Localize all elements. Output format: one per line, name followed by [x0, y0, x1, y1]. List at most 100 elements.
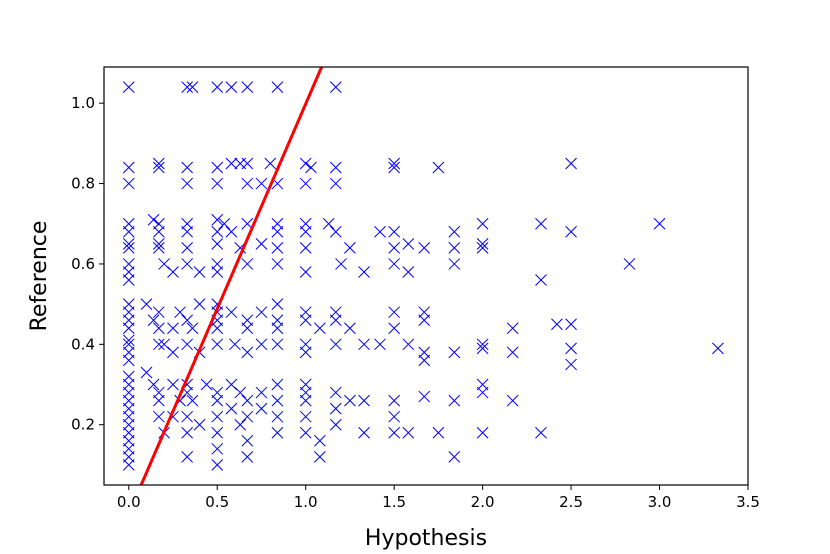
- data-point-marker: [255, 306, 268, 319]
- data-point-marker: [152, 338, 165, 351]
- data-point-marker: [476, 426, 489, 439]
- data-point-marker: [335, 258, 347, 270]
- data-point-marker: [211, 266, 224, 278]
- data-point-marker: [152, 410, 165, 423]
- data-point-marker: [225, 306, 238, 319]
- data-point-marker: [186, 322, 199, 335]
- data-point-marker: [313, 434, 326, 447]
- data-point-marker: [234, 386, 247, 399]
- data-point-marker: [218, 217, 231, 230]
- data-point-marker: [329, 177, 342, 190]
- x-tick-label: 0.5: [205, 493, 229, 511]
- data-point-marker: [388, 410, 401, 423]
- data-point-marker: [358, 426, 370, 439]
- data-point-marker: [388, 225, 401, 238]
- data-point-marker: [211, 81, 224, 93]
- data-point-marker: [329, 314, 342, 327]
- data-point-marker: [653, 217, 666, 230]
- data-point-marker: [122, 161, 135, 174]
- data-point-marker: [299, 157, 312, 170]
- data-point-marker: [122, 334, 135, 347]
- data-point-marker: [299, 426, 312, 439]
- data-point-marker: [299, 266, 312, 278]
- data-point-marker: [271, 242, 284, 254]
- data-point-marker: [565, 318, 577, 331]
- y-tick-label: 1.0: [71, 94, 95, 112]
- data-point-marker: [402, 426, 415, 439]
- data-point-marker: [358, 394, 370, 407]
- y-axis-ticks: 0.2 0.4 0.6 0.8 1.0: [71, 94, 104, 434]
- data-point-marker: [329, 225, 342, 238]
- data-point-marker: [193, 266, 206, 278]
- data-point-marker: [388, 258, 401, 270]
- data-point-marker: [448, 225, 461, 238]
- data-point-marker: [211, 213, 224, 226]
- data-point-marker: [225, 81, 238, 93]
- x-tick-label: 1.0: [294, 493, 318, 511]
- data-point-marker: [122, 242, 135, 254]
- data-point-marker: [152, 157, 165, 170]
- y-tick-label: 0.6: [71, 255, 95, 273]
- data-point-marker: [271, 322, 284, 335]
- y-tick-label: 0.8: [71, 175, 95, 193]
- data-point-marker: [211, 410, 224, 423]
- data-point-marker: [374, 225, 386, 238]
- x-axis-ticks: 0.0 0.5 1.0 1.5 2.0 2.5 3.0 3.5: [117, 485, 760, 511]
- data-point-marker: [122, 274, 135, 286]
- data-point-marker: [167, 346, 179, 359]
- data-point-marker: [147, 314, 160, 327]
- data-point-marker: [122, 459, 135, 471]
- data-point-marker: [225, 402, 238, 415]
- data-point-marker: [448, 394, 461, 407]
- data-point-marker: [234, 418, 247, 431]
- data-point-marker: [181, 177, 194, 190]
- data-point-marker: [181, 314, 194, 327]
- data-point-marker: [122, 81, 135, 93]
- data-point-marker: [140, 298, 153, 310]
- fit-line: [139, 67, 323, 485]
- points-layer: [122, 81, 724, 471]
- data-point-marker: [241, 177, 254, 190]
- data-point-marker: [152, 394, 165, 407]
- data-point-marker: [565, 342, 577, 355]
- data-point-marker: [200, 378, 213, 391]
- data-point-marker: [551, 318, 563, 331]
- x-tick-label: 3.5: [736, 493, 760, 511]
- data-point-marker: [147, 378, 160, 391]
- data-point-marker: [181, 242, 194, 254]
- data-point-marker: [448, 346, 461, 359]
- data-point-marker: [211, 177, 224, 190]
- data-point-marker: [506, 346, 519, 359]
- data-point-marker: [255, 237, 268, 250]
- data-point-marker: [388, 161, 401, 174]
- data-point-marker: [565, 157, 577, 170]
- x-axis-title: Hypothesis: [365, 526, 487, 551]
- y-axis-title: Reference: [27, 221, 52, 332]
- data-point-marker: [476, 217, 489, 230]
- data-point-marker: [271, 298, 284, 310]
- data-point-marker: [402, 338, 415, 351]
- data-point-marker: [225, 225, 238, 238]
- plot-frame: [103, 66, 749, 486]
- data-point-marker: [299, 177, 312, 190]
- data-point-marker: [448, 258, 461, 270]
- data-point-marker: [241, 394, 254, 407]
- data-point-marker: [181, 338, 194, 351]
- data-point-marker: [181, 258, 194, 270]
- data-point-marker: [140, 366, 153, 379]
- data-point-marker: [152, 237, 165, 250]
- data-point-marker: [225, 378, 238, 391]
- data-point-marker: [476, 386, 489, 399]
- data-point-marker: [305, 161, 317, 174]
- data-point-marker: [255, 386, 268, 399]
- data-point-marker: [193, 298, 206, 310]
- data-point-marker: [211, 442, 224, 455]
- y-tick-label: 0.2: [71, 416, 95, 434]
- data-point-marker: [271, 410, 284, 423]
- data-point-marker: [358, 266, 370, 278]
- data-point-marker: [225, 157, 238, 170]
- data-point-marker: [241, 451, 254, 463]
- data-point-marker: [241, 410, 254, 423]
